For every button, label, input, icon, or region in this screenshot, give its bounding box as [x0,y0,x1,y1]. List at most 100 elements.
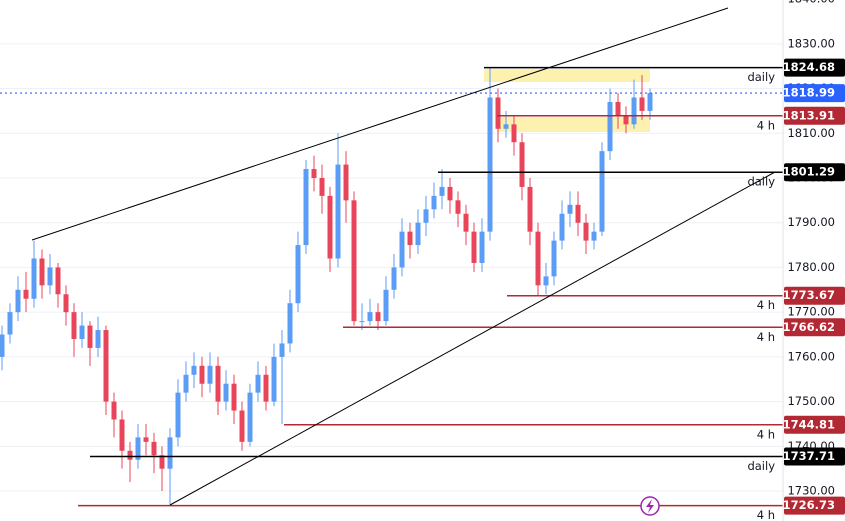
candle-body [335,164,341,259]
candle-body [471,231,477,263]
candle-body [575,204,581,223]
candle-body [631,97,637,125]
price-label-box [784,415,845,434]
candle-body [7,312,13,335]
y-tick-label: 1730.00 [787,484,835,498]
price-label-box [784,106,845,125]
level-label: 4 h [757,427,775,441]
y-tick-label: 1790.00 [787,215,835,229]
price-label-box [784,286,845,305]
candle-body [263,374,269,402]
candle-body [495,97,501,129]
candle-body [407,231,413,246]
candle-body [143,437,149,442]
candle-body [543,276,549,286]
candle-body [23,289,29,299]
candle-body [463,213,469,232]
candle-body [39,258,45,286]
candle-body [511,124,517,143]
candle-body [119,419,125,451]
y-tick-label: 1750.00 [787,394,835,408]
candle-body [423,209,429,223]
price-label-box [784,318,845,337]
candle-body [255,374,261,393]
price-label-box [784,447,845,466]
candle-body [599,151,605,232]
candle-body [15,289,21,313]
candle-body [223,383,229,402]
y-tick-label: 1830.00 [787,36,835,50]
candle-body [327,195,333,259]
price-label: 1818.99 [783,86,835,100]
price-label: 1813.91 [783,108,835,122]
alert-icon[interactable] [640,496,660,516]
price-label: 1744.81 [783,417,835,431]
price-label-box [784,84,845,103]
candle-body [455,200,461,214]
trend-line [169,171,776,506]
candle-body [447,186,453,201]
candle-body [191,365,197,375]
price-label: 1726.73 [783,498,835,512]
price-label-box [784,58,845,77]
candle-body [95,330,101,348]
candle-body [623,115,629,125]
candle-body [175,392,181,438]
candle-body [87,325,93,348]
level-label: 4 h [757,118,775,132]
candle-body [503,124,509,129]
candle-body [127,450,133,460]
candle-body [103,330,109,402]
price-label: 1824.68 [783,60,835,74]
candle-body [431,195,437,210]
candle-body [0,334,5,357]
candle-body [359,321,365,323]
level-label: 4 h [757,298,775,312]
candle-body [519,142,525,187]
candle-body [183,374,189,393]
candle-body [247,392,253,442]
candle-body [271,356,277,402]
candle-body [199,365,205,384]
candle-body [375,312,381,322]
candle-body [439,186,445,196]
level-label: 4 h [757,330,775,344]
price-label: 1737.71 [783,449,835,463]
candle-body [591,231,597,241]
candle-body [311,169,317,178]
candle-body [399,231,405,268]
candle-body [55,267,61,295]
candle-body [159,455,165,469]
price-label-box [784,163,845,182]
candle-body [71,312,77,339]
candle-body [607,101,613,152]
candle-body [47,267,53,286]
candle-body [135,437,141,460]
y-tick-label: 1810.00 [787,126,835,140]
candle-body [391,267,397,290]
candle-body [303,169,309,246]
price-label: 1766.62 [783,320,835,334]
price-label: 1773.67 [783,288,835,302]
candle-body [487,97,493,232]
candle-body [479,231,485,263]
candle-body [415,222,421,246]
level-label: 4 h [757,508,775,521]
candle-body [551,240,557,277]
candle-body [31,258,37,299]
grid [0,43,783,492]
candle-body [559,213,565,241]
candle-body [527,186,533,232]
level-label: daily [747,175,775,189]
candle-body [319,177,325,196]
candle-body [343,164,349,201]
price-axis: 1730.001740.001750.001760.001770.001780.… [783,0,845,515]
price-label: 1801.29 [783,165,835,179]
y-tick-label: 1780.00 [787,260,835,274]
candle-body [63,294,69,313]
candle-body [351,200,357,322]
level-label: daily [747,70,775,84]
candle-body [295,245,301,304]
candle-body [615,101,621,116]
candle-body [567,204,573,214]
